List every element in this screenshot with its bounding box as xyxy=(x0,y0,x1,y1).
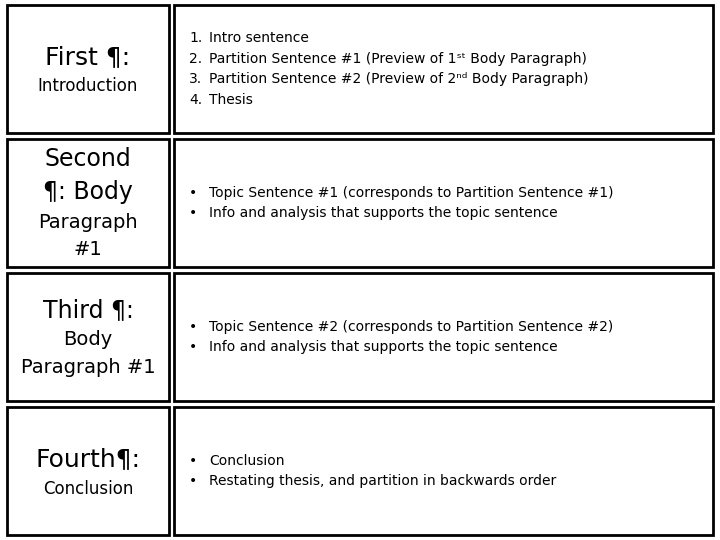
Text: Partition Sentence #2 (Preview of 2ⁿᵈ Body Paragraph): Partition Sentence #2 (Preview of 2ⁿᵈ Bo… xyxy=(209,72,588,86)
Text: Body: Body xyxy=(63,330,112,349)
Text: •: • xyxy=(189,454,197,468)
Text: 3.: 3. xyxy=(189,72,202,86)
Text: Third ¶:: Third ¶: xyxy=(42,298,133,322)
Text: •: • xyxy=(189,206,197,220)
FancyBboxPatch shape xyxy=(7,139,169,267)
FancyBboxPatch shape xyxy=(7,5,169,133)
Text: #1: #1 xyxy=(73,240,102,259)
FancyBboxPatch shape xyxy=(174,139,713,267)
Text: Second: Second xyxy=(45,147,131,171)
FancyBboxPatch shape xyxy=(174,407,713,535)
Text: Conclusion: Conclusion xyxy=(42,480,133,497)
Text: •: • xyxy=(189,475,197,488)
Text: Paragraph: Paragraph xyxy=(38,213,138,232)
FancyBboxPatch shape xyxy=(7,407,169,535)
Text: Info and analysis that supports the topic sentence: Info and analysis that supports the topi… xyxy=(209,340,557,354)
Text: Fourth¶:: Fourth¶: xyxy=(35,447,140,471)
Text: Thesis: Thesis xyxy=(209,93,253,107)
Text: •: • xyxy=(189,186,197,200)
Text: Conclusion: Conclusion xyxy=(209,454,284,468)
Text: Info and analysis that supports the topic sentence: Info and analysis that supports the topi… xyxy=(209,206,557,220)
Text: First ¶:: First ¶: xyxy=(45,45,130,69)
Text: Topic Sentence #2 (corresponds to Partition Sentence #2): Topic Sentence #2 (corresponds to Partit… xyxy=(209,320,613,334)
Text: 1.: 1. xyxy=(189,31,202,45)
FancyBboxPatch shape xyxy=(174,5,713,133)
Text: 4.: 4. xyxy=(189,93,202,107)
Text: Paragraph #1: Paragraph #1 xyxy=(21,357,156,376)
FancyBboxPatch shape xyxy=(174,273,713,401)
Text: •: • xyxy=(189,320,197,334)
Text: Topic Sentence #1 (corresponds to Partition Sentence #1): Topic Sentence #1 (corresponds to Partit… xyxy=(209,186,613,200)
Text: 2.: 2. xyxy=(189,52,202,65)
Text: Partition Sentence #1 (Preview of 1ˢᵗ Body Paragraph): Partition Sentence #1 (Preview of 1ˢᵗ Bo… xyxy=(209,52,587,65)
Text: Intro sentence: Intro sentence xyxy=(209,31,309,45)
Text: •: • xyxy=(189,340,197,354)
Text: Introduction: Introduction xyxy=(38,78,138,96)
Text: Restating thesis, and partition in backwards order: Restating thesis, and partition in backw… xyxy=(209,475,557,488)
Text: ¶: Body: ¶: Body xyxy=(43,180,133,204)
FancyBboxPatch shape xyxy=(7,273,169,401)
